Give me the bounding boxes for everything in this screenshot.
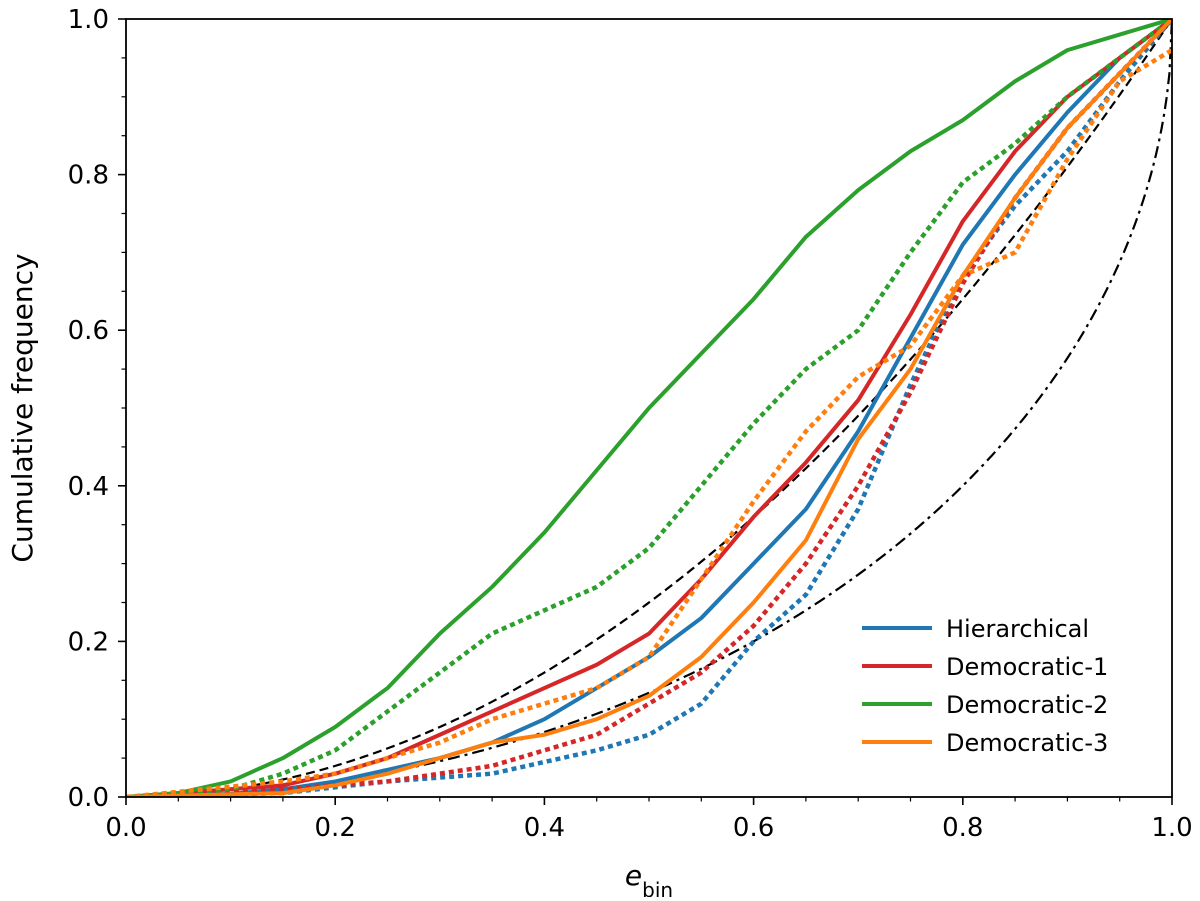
x-axis-label: ebin: [625, 859, 673, 897]
plot-area: [126, 19, 1172, 797]
y-tick-label: 1.0: [68, 5, 109, 35]
x-tick-label: 0.0: [105, 813, 146, 843]
x-tick-label: 0.6: [733, 813, 774, 843]
legend-label: Democratic-2: [946, 691, 1108, 719]
x-axis-label-subscript: bin: [642, 878, 673, 897]
series-line-7: [126, 19, 1172, 797]
series-line-1: [126, 19, 1172, 797]
x-tick-label: 0.4: [524, 813, 565, 843]
series-line-2: [126, 19, 1172, 797]
y-tick-label: 0.4: [68, 472, 109, 502]
axes: 0.0 0.2 0.4 0.6 0.8 1.0 0.0 0.2 0.4 0.6 0.8 1.0: [68, 5, 1193, 843]
x-tick-label: 0.8: [942, 813, 983, 843]
legend-label: Democratic-3: [946, 729, 1108, 757]
legend-label: Hierarchical: [946, 615, 1089, 643]
series-line-6: [126, 19, 1172, 797]
series-line-5: [126, 19, 1172, 797]
y-axis-label: Cumulative frequency: [6, 253, 39, 562]
reference-curve-1: [126, 19, 1172, 797]
legend: Hierarchical Democratic-1 Democratic-2 Demo…: [862, 615, 1108, 757]
x-axis-label-main: e: [625, 859, 642, 892]
y-tick-label: 0.2: [68, 627, 109, 657]
y-tick-label: 0.8: [68, 161, 109, 191]
y-tick-label: 0.6: [68, 316, 109, 346]
plot-series-group: [126, 19, 1172, 797]
series-line-8: [126, 48, 1172, 797]
x-tick-label: 1.0: [1151, 813, 1192, 843]
x-tick-label: 0.2: [315, 813, 356, 843]
y-tick-label: 0.0: [68, 783, 109, 813]
legend-label: Democratic-1: [946, 653, 1108, 681]
reference-curve-2: [126, 19, 1172, 797]
